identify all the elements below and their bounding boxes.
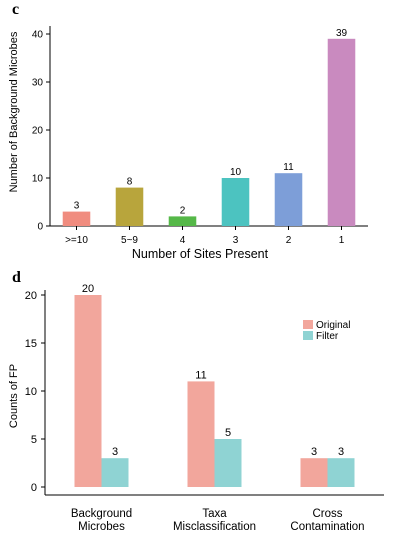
panel-c-letter: c bbox=[12, 1, 19, 18]
panel-c-data-label: 11 bbox=[283, 162, 294, 173]
panel-c-bar bbox=[168, 216, 197, 226]
panel-d-legend-label-filter: Filter bbox=[316, 331, 339, 342]
panel-d-y-tick-label: 15 bbox=[25, 338, 37, 350]
panel-c-data-label: 2 bbox=[180, 205, 186, 216]
panel-d-bars: 20 3 11 5 3 3 bbox=[74, 283, 355, 487]
panel-c-y-tick-label: 40 bbox=[32, 30, 44, 41]
panel-d-x-tick-label: Misclassification bbox=[173, 521, 256, 533]
panel-c-data-label: 3 bbox=[74, 201, 80, 212]
panel-d-y-tick-label: 0 bbox=[31, 482, 37, 494]
panel-d-y-ticks: 0 5 10 15 20 bbox=[25, 290, 45, 494]
panel-c-bar bbox=[62, 211, 91, 226]
panel-d-x-tick-label: Contamination bbox=[290, 521, 364, 533]
panel-c-x-tick-label: 3 bbox=[233, 235, 239, 246]
panel-c-x-tick-label: >=10 bbox=[65, 235, 88, 246]
panel-c-x-axis-title: Number of Sites Present bbox=[132, 247, 269, 261]
panel-d-data-label: 11 bbox=[195, 369, 206, 381]
panel-c-y-tick-label: 20 bbox=[32, 126, 44, 137]
panel-d-legend-swatch-original bbox=[303, 320, 313, 329]
panel-c-x-tick-label: 1 bbox=[339, 235, 345, 246]
panel-c-chart: c 0 10 20 30 40 3 8 2 10 11 39 >=10 5~9 4 3 2 1 Number… bbox=[8, 1, 368, 261]
panel-c-y-tick-label: 30 bbox=[32, 78, 44, 89]
panel-d-data-label: 3 bbox=[338, 446, 344, 458]
panel-c-y-tick-label: 10 bbox=[32, 174, 44, 185]
panel-d-x-tick-label: Taxa bbox=[202, 508, 227, 520]
panel-c-y-ticks: 0 10 20 30 40 bbox=[32, 30, 50, 233]
panel-c-x-ticks: >=10 5~9 4 3 2 1 bbox=[65, 226, 345, 246]
panel-c-bar bbox=[327, 38, 356, 226]
panel-c-bar bbox=[274, 173, 303, 226]
panel-c-x-tick-label: 4 bbox=[180, 235, 186, 246]
panel-d-bar-original bbox=[187, 381, 215, 487]
panel-d-y-tick-label: 20 bbox=[25, 290, 37, 302]
panel-c-x-tick-label: 5~9 bbox=[121, 235, 138, 246]
panel-c-data-label: 10 bbox=[230, 167, 242, 178]
panel-d-bar-filter bbox=[214, 439, 242, 487]
panel-d-data-label: 20 bbox=[82, 283, 94, 295]
panel-d-x-tick-label: Cross bbox=[312, 508, 342, 520]
panel-c-data-label: 39 bbox=[336, 28, 348, 39]
panel-c-y-axis-title: Number of Background Microbes bbox=[8, 31, 20, 192]
panel-d-y-tick-label: 5 bbox=[31, 434, 37, 446]
panel-d-bar-original bbox=[74, 295, 102, 487]
panel-d-y-tick-label: 10 bbox=[25, 386, 37, 398]
panel-d-letter: d bbox=[12, 269, 21, 286]
panel-d-bar-filter bbox=[327, 458, 355, 487]
panel-c-bar bbox=[115, 187, 144, 226]
panel-c-x-tick-label: 2 bbox=[286, 235, 292, 246]
panel-d-bar-filter bbox=[101, 458, 129, 487]
panel-c-bar bbox=[221, 178, 250, 226]
panel-d-legend-label-original: Original bbox=[316, 320, 350, 331]
panel-d-x-tick-label: Microbes bbox=[78, 521, 125, 533]
panel-d-y-axis-title: Counts of FP bbox=[8, 364, 20, 428]
panel-c-bars: 3 8 2 10 11 39 bbox=[62, 28, 356, 226]
panel-d-data-label: 3 bbox=[311, 446, 317, 458]
panel-c-y-tick-label: 0 bbox=[37, 222, 43, 233]
panel-d-legend-swatch-filter bbox=[303, 331, 313, 340]
panel-d-bar-original bbox=[300, 458, 328, 487]
panel-d-data-label: 5 bbox=[225, 427, 231, 439]
panel-d-x-tick-label: Background bbox=[71, 508, 132, 520]
panel-c-data-label: 8 bbox=[127, 177, 133, 188]
panel-d-data-label: 3 bbox=[112, 446, 118, 458]
